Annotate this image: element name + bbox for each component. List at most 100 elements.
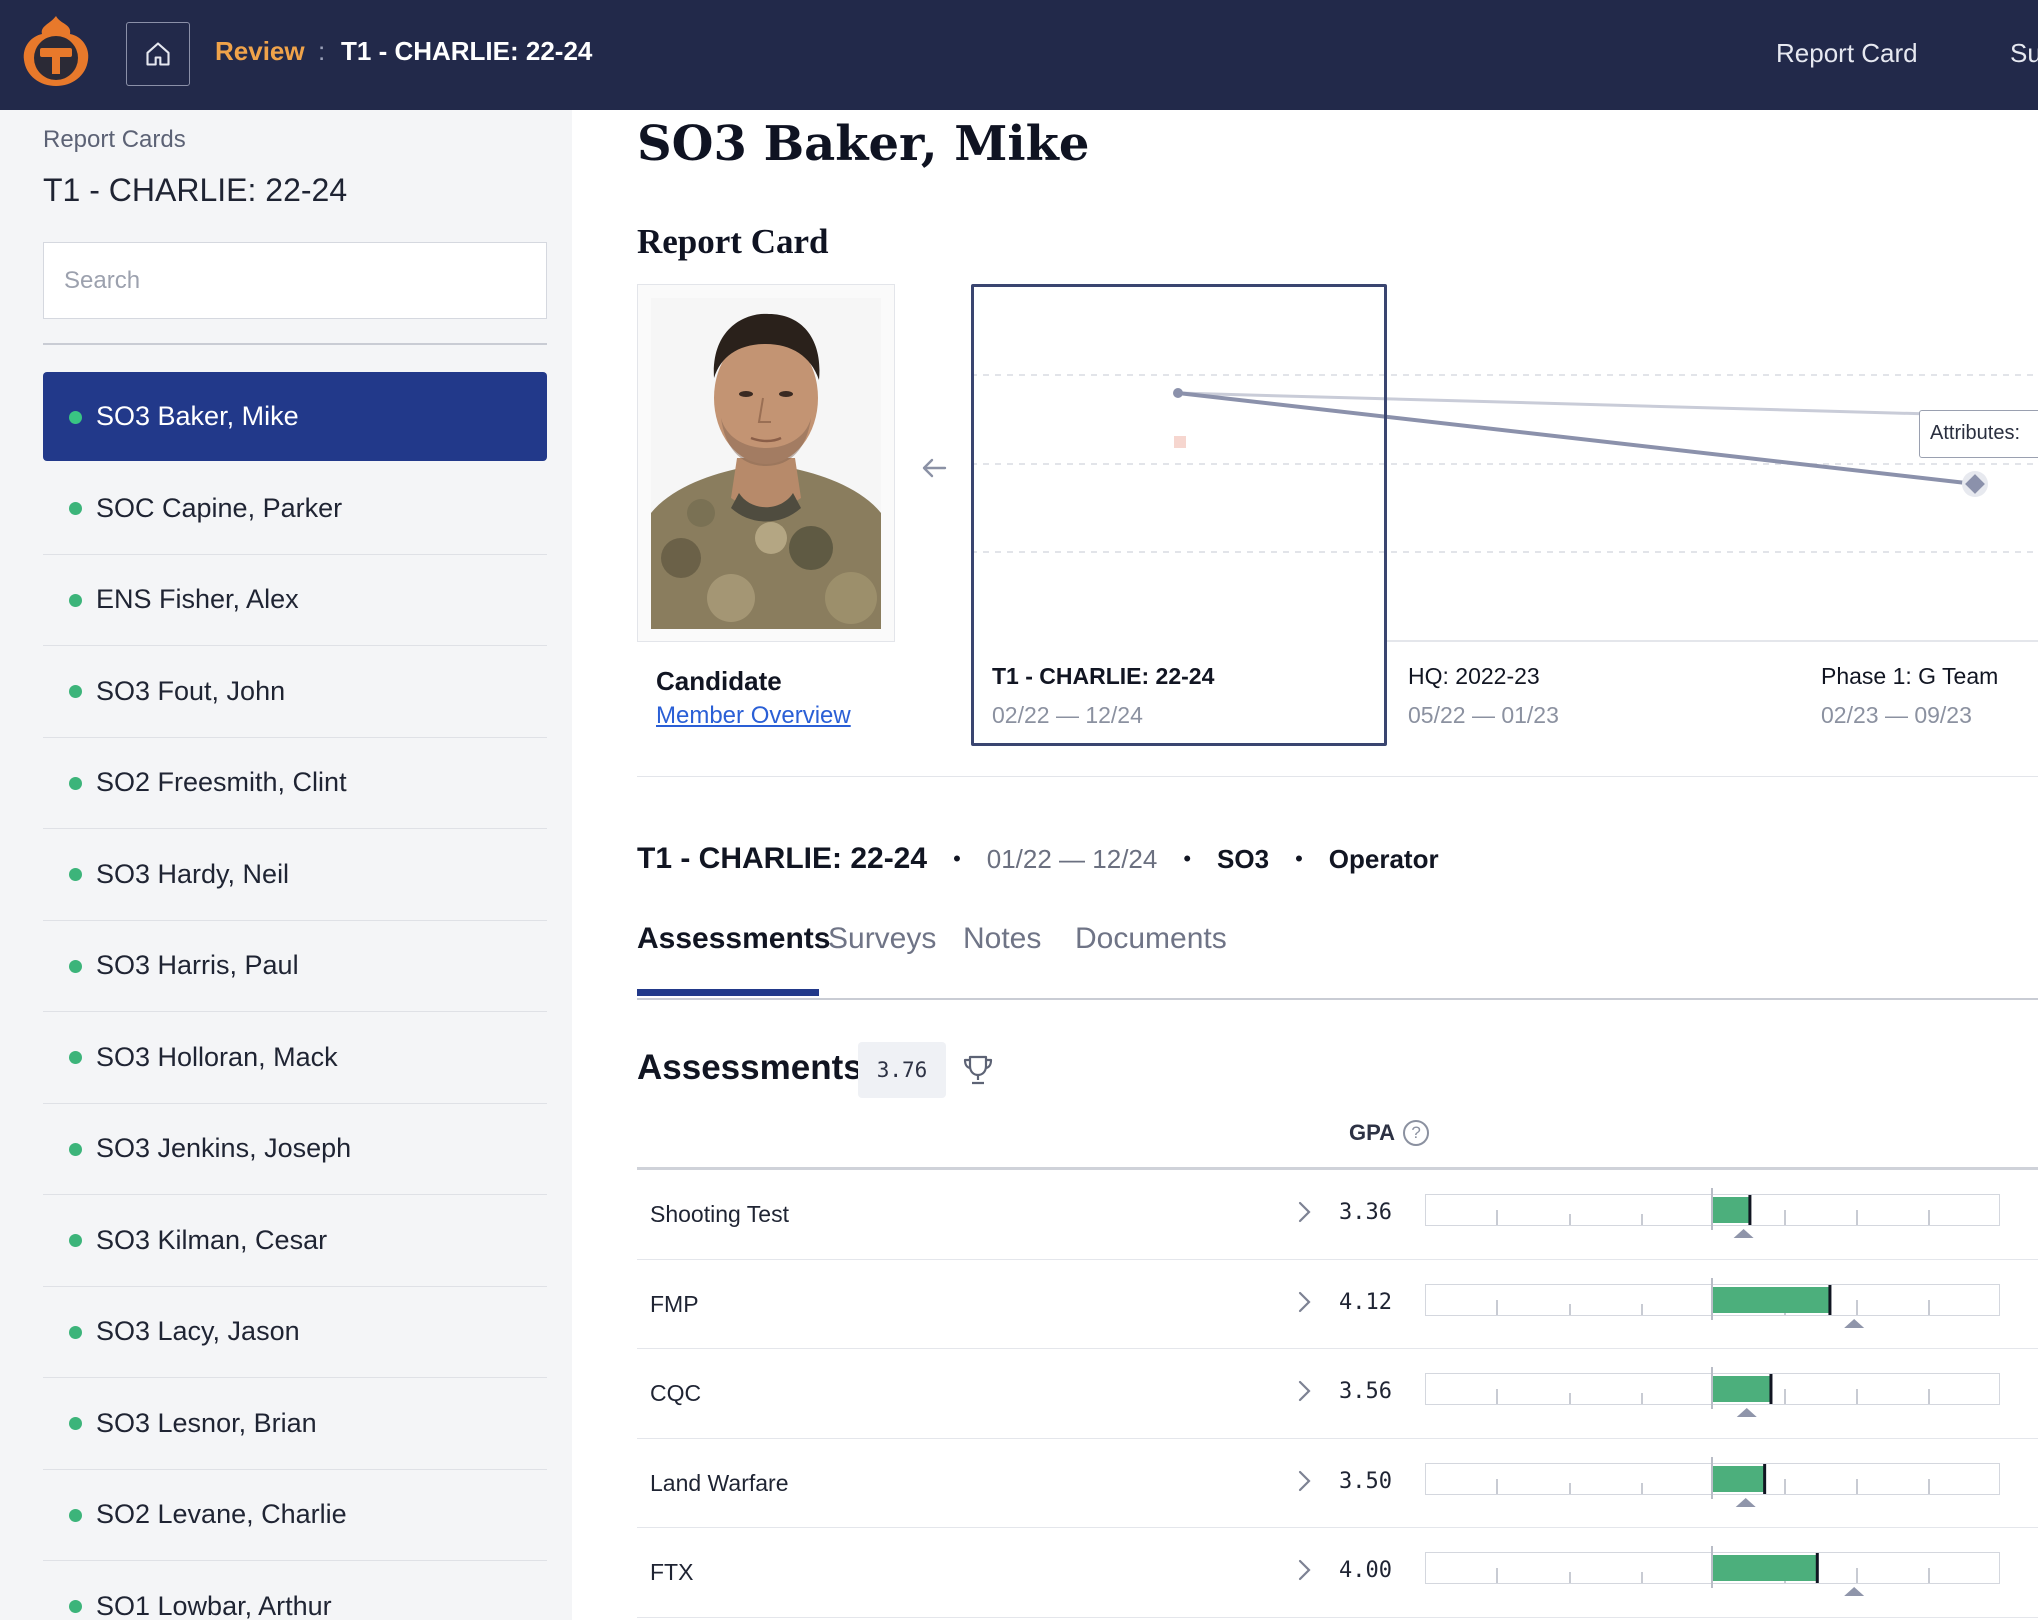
- status-dot-icon: [69, 685, 82, 699]
- help-icon[interactable]: ?: [1403, 1120, 1430, 1146]
- period-card-phase1[interactable]: Phase 1: G Team 02/23 — 09/23: [1821, 663, 1998, 729]
- status-dot-icon: [69, 410, 82, 424]
- tab-surveys[interactable]: Surveys: [828, 922, 937, 955]
- timeline-selected-period-frame: [971, 284, 1387, 746]
- member-name: SO3 Fout, John: [96, 675, 286, 706]
- timeline-series-main: [1177, 391, 1976, 486]
- nav-report-card[interactable]: Report Card: [1776, 38, 1918, 68]
- assessment-gpa: 4.12: [1339, 1289, 1392, 1315]
- period-name: T1 - CHARLIE: 22-24: [992, 663, 1215, 689]
- page-title: SO3 Baker, Mike: [637, 116, 1090, 172]
- sidebar-member-item[interactable]: ENS Fisher, Alex: [43, 555, 547, 646]
- sidebar: Report Cards T1 - CHARLIE: 22-24 SO3 Bak…: [0, 110, 572, 1620]
- candidate-label: Candidate: [656, 666, 782, 696]
- period-dates: 05/22 — 01/23: [1408, 702, 1559, 728]
- gpa-average-marker-icon: [1844, 1587, 1865, 1596]
- chevron-right-icon[interactable]: [1292, 1196, 1316, 1228]
- status-dot-icon: [69, 1600, 82, 1614]
- assessment-name: Shooting Test: [650, 1201, 789, 1227]
- trophy-icon[interactable]: [960, 1052, 996, 1088]
- main-content: SO3 Baker, Mike Report Card Candidat: [572, 110, 2038, 1620]
- period-summary: T1 - CHARLIE: 22-24 • 01/22 — 12/24 • SO…: [637, 842, 1439, 876]
- status-dot-icon: [69, 776, 82, 790]
- search-input[interactable]: [43, 242, 547, 319]
- member-name: SO2 Levane, Charlie: [96, 1499, 347, 1530]
- sidebar-member-item[interactable]: SO1 Lowbar, Arthur: [43, 1561, 547, 1620]
- status-dot-icon: [69, 1508, 82, 1522]
- status-dot-icon: [69, 868, 82, 882]
- gpa-bar-chart: [1425, 1188, 2000, 1238]
- sidebar-member-item[interactable]: SO3 Kilman, Cesar: [43, 1195, 547, 1287]
- chevron-right-icon[interactable]: [1292, 1554, 1316, 1586]
- sidebar-member-item[interactable]: SO3 Fout, John: [43, 646, 547, 738]
- sidebar-member-item[interactable]: SO3 Harris, Paul: [43, 921, 547, 1012]
- section-divider: [637, 776, 2038, 777]
- gpa-bar-chart: [1425, 1367, 2000, 1417]
- sidebar-member-item[interactable]: SO2 Freesmith, Clint: [43, 738, 547, 829]
- assessment-row: FMP 4.12: [637, 1260, 2038, 1349]
- sidebar-member-item[interactable]: SO2 Levane, Charlie: [43, 1470, 547, 1561]
- gpa-bar-chart: [1425, 1546, 2000, 1596]
- top-navigation-bar: Review : T1 - CHARLIE: 22-24 Report Card…: [0, 0, 2038, 110]
- assessment-gpa: 3.56: [1339, 1379, 1392, 1404]
- member-name: SO3 Lesnor, Brian: [96, 1407, 317, 1438]
- sidebar-member-item[interactable]: SO3 Lesnor, Brian: [43, 1378, 547, 1470]
- period-card-t1-charlie[interactable]: T1 - CHARLIE: 22-24 02/22 — 12/24: [992, 663, 1214, 729]
- chevron-right-icon[interactable]: [1292, 1375, 1316, 1407]
- candidate-photo: [651, 298, 881, 629]
- bullet-separator: •: [953, 846, 961, 871]
- summary-rank: SO3: [1217, 843, 1270, 874]
- gpa-bar-chart: [1425, 1277, 2000, 1328]
- arrow-left-icon: [922, 458, 947, 478]
- sidebar-member-item[interactable]: SO3 Lacy, Jason: [43, 1287, 547, 1378]
- breadcrumb-current: T1 - CHARLIE: 22-24: [341, 36, 593, 66]
- sidebar-member-item[interactable]: SOC Capine, Parker: [43, 463, 547, 555]
- status-dot-icon: [69, 1417, 82, 1431]
- assessment-name: FTX: [650, 1559, 694, 1585]
- tab-notes[interactable]: Notes: [963, 922, 1042, 955]
- sidebar-member-item[interactable]: SO3 Baker, Mike: [43, 372, 547, 461]
- member-name: SO3 Lacy, Jason: [96, 1316, 300, 1347]
- gpa-header-label: GPA: [1349, 1120, 1396, 1145]
- sidebar-member-item[interactable]: SO3 Jenkins, Joseph: [43, 1104, 547, 1195]
- member-overview-link[interactable]: Member Overview: [656, 702, 851, 729]
- chevron-right-icon[interactable]: [1292, 1286, 1316, 1318]
- member-name: SO2 Freesmith, Clint: [96, 767, 347, 798]
- sidebar-member-item[interactable]: SO3 Hardy, Neil: [43, 829, 547, 921]
- gpa-bar-chart: [1425, 1456, 2000, 1507]
- app-logo-icon[interactable]: [20, 14, 92, 88]
- gpa-bar-fill: [1712, 1555, 1818, 1581]
- tab-assessments[interactable]: Assessments: [637, 922, 831, 955]
- period-name: HQ: 2022-23: [1408, 663, 1540, 689]
- status-dot-icon: [69, 1142, 82, 1156]
- gpa-bar-fill: [1712, 1197, 1750, 1223]
- tab-documents[interactable]: Documents: [1075, 922, 1227, 955]
- tab-bar: Assessments Surveys Notes Documents: [637, 910, 2038, 1000]
- assessment-gpa: 3.50: [1339, 1468, 1392, 1494]
- summary-dates: 01/22 — 12/24: [986, 843, 1158, 874]
- member-name: SO1 Lowbar, Arthur: [96, 1590, 332, 1620]
- member-name: ENS Fisher, Alex: [96, 584, 299, 615]
- member-list: SO3 Baker, Mike SOC Capine, Parker ENS Fis…: [43, 372, 547, 1620]
- status-dot-icon: [69, 593, 82, 607]
- sidebar-member-item[interactable]: SO3 Holloran, Mack: [43, 1012, 547, 1104]
- home-icon: [146, 42, 170, 66]
- assessment-row: FTX 4.00: [637, 1528, 2038, 1618]
- nav-su-truncated[interactable]: Su: [2010, 38, 2038, 68]
- gpa-bar-fill: [1712, 1465, 1765, 1492]
- chart-tooltip: Attributes:: [1919, 410, 2038, 458]
- period-card-hq[interactable]: HQ: 2022-23 05/22 — 01/23: [1408, 663, 1559, 729]
- sidebar-divider: [43, 343, 547, 345]
- timeline-point: [1173, 388, 1183, 398]
- period-name: Phase 1: G Team: [1821, 663, 1999, 689]
- gpa-average-marker-icon: [1735, 1497, 1756, 1507]
- timeline-back-button[interactable]: [914, 448, 954, 488]
- timeline-point[interactable]: [1965, 474, 1985, 494]
- breadcrumb-review-link[interactable]: Review: [215, 36, 305, 66]
- assessment-table: Shooting Test 3.36 FMP 4.12 CQC 3.56 Land Warf…: [637, 1170, 2038, 1618]
- assessments-heading: Assessments: [637, 1048, 863, 1087]
- chevron-right-icon[interactable]: [1292, 1465, 1316, 1497]
- home-button[interactable]: [126, 22, 190, 86]
- overall-gpa-badge: 3.76: [858, 1042, 946, 1098]
- bullet-separator: •: [1183, 846, 1192, 871]
